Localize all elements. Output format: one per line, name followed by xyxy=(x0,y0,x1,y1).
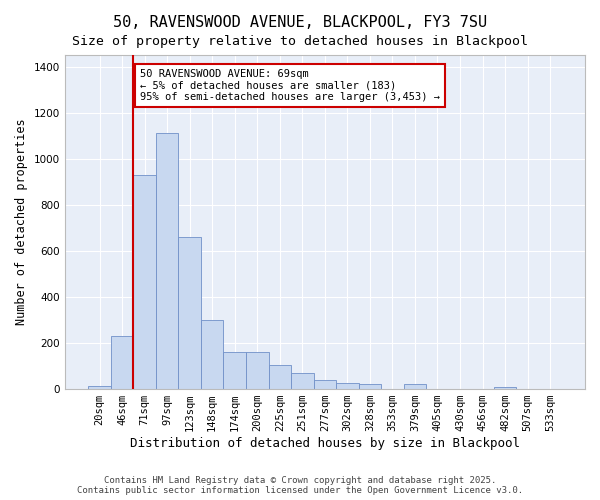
Bar xyxy=(223,352,246,389)
Text: 50, RAVENSWOOD AVENUE, BLACKPOOL, FY3 7SU: 50, RAVENSWOOD AVENUE, BLACKPOOL, FY3 7S… xyxy=(113,15,487,30)
Text: 50 RAVENSWOOD AVENUE: 69sqm
← 5% of detached houses are smaller (183)
95% of sem: 50 RAVENSWOOD AVENUE: 69sqm ← 5% of deta… xyxy=(140,69,440,102)
Bar xyxy=(246,352,269,389)
Bar xyxy=(336,384,359,389)
Text: Size of property relative to detached houses in Blackpool: Size of property relative to detached ho… xyxy=(72,35,528,48)
Bar xyxy=(269,365,291,389)
Bar xyxy=(178,237,201,389)
Bar xyxy=(359,384,381,389)
Text: Contains HM Land Registry data © Crown copyright and database right 2025.
Contai: Contains HM Land Registry data © Crown c… xyxy=(77,476,523,495)
Bar xyxy=(201,320,223,389)
Bar xyxy=(404,384,426,389)
Bar xyxy=(314,380,336,389)
Y-axis label: Number of detached properties: Number of detached properties xyxy=(15,118,28,326)
Bar xyxy=(156,134,178,389)
X-axis label: Distribution of detached houses by size in Blackpool: Distribution of detached houses by size … xyxy=(130,437,520,450)
Bar xyxy=(494,387,516,389)
Bar xyxy=(111,336,133,389)
Bar xyxy=(133,175,156,389)
Bar xyxy=(88,386,111,389)
Bar xyxy=(291,373,314,389)
